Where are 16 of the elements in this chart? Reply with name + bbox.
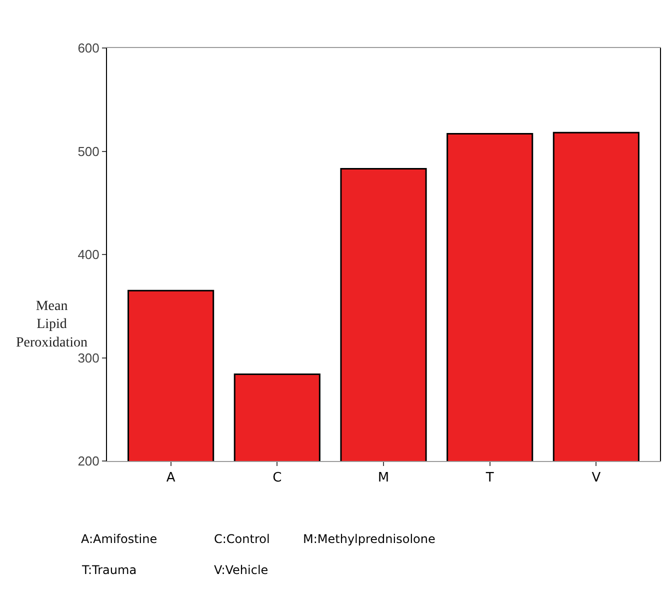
x-tick-label: A: [166, 470, 176, 486]
text: M:Methylprednisolone: [303, 532, 436, 546]
y-tick-label: 400: [78, 247, 100, 262]
x-tick-label: V: [592, 470, 601, 486]
y-tick-label: 600: [78, 40, 100, 56]
text: A:Amifostine: [81, 532, 158, 546]
y-tick-label: 300: [78, 350, 100, 366]
y-tick-label: 200: [78, 454, 100, 469]
text: V:Vehicle: [214, 563, 268, 577]
x-tick-label: C: [272, 470, 282, 486]
text: C:Control: [214, 532, 270, 546]
x-tick-label: T: [484, 470, 494, 486]
y-tick-label: 500: [78, 144, 100, 159]
x-tick-label: M: [378, 470, 390, 486]
text: T:Trauma: [81, 563, 137, 577]
y-axis-title: Mean Lipid Peroxidation: [16, 299, 88, 350]
